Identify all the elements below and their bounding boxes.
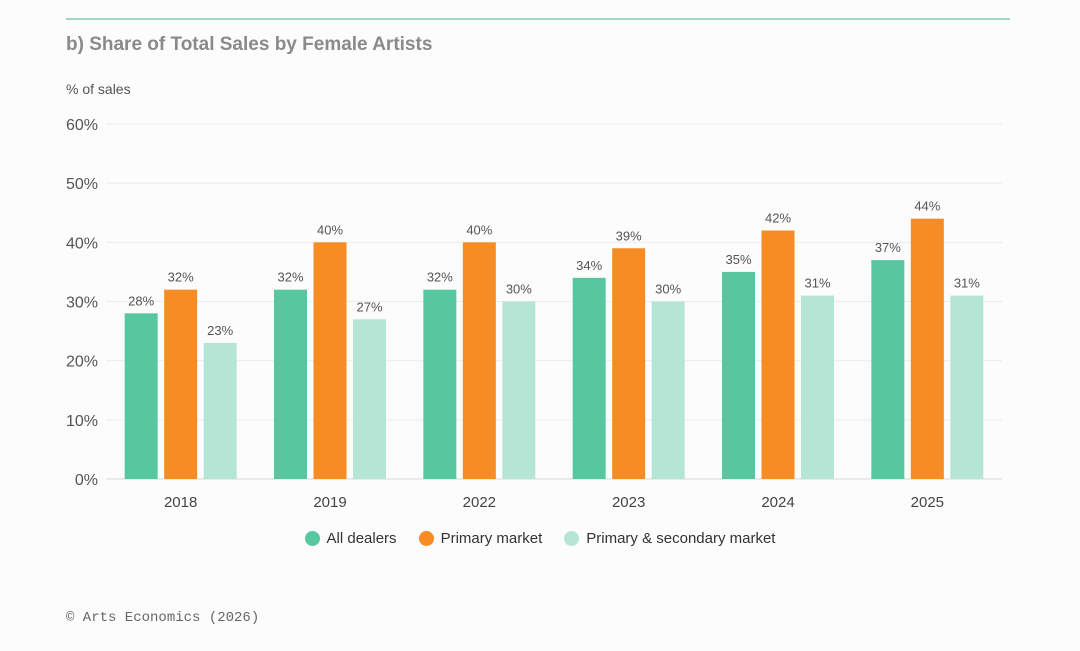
legend-label: Primary & secondary market: [586, 530, 776, 547]
data-label: 35%: [725, 252, 751, 267]
bar: [572, 277, 606, 479]
legend-item-primary-market: Primary market: [418, 530, 543, 547]
bar: [950, 295, 984, 479]
data-label: 40%: [466, 222, 492, 237]
data-label: 30%: [506, 282, 532, 297]
data-label: 44%: [914, 199, 940, 214]
y-axis-label: % of sales: [66, 81, 131, 97]
bar: [274, 289, 307, 479]
y-tick-label: 50%: [66, 176, 98, 193]
bar: [502, 301, 536, 479]
data-label: 42%: [765, 211, 791, 226]
y-tick-label: 40%: [66, 235, 98, 252]
data-label: 27%: [356, 299, 382, 314]
data-label: 40%: [317, 222, 343, 237]
bar: [871, 260, 905, 479]
data-label: 28%: [128, 293, 154, 308]
data-label: 32%: [168, 270, 194, 285]
bar: [761, 230, 795, 479]
bar: [203, 342, 237, 479]
bar: [612, 248, 646, 479]
chart-title: b) Share of Total Sales by Female Artist…: [66, 34, 433, 55]
data-label: 34%: [576, 258, 602, 273]
data-label: 30%: [655, 282, 681, 297]
bar: [651, 301, 685, 479]
bar: [164, 289, 198, 479]
data-label: 37%: [875, 240, 901, 255]
legend-label: Primary market: [440, 530, 543, 547]
bar: [801, 295, 834, 479]
bar: [353, 319, 386, 479]
bar: [910, 218, 944, 479]
legend-swatch-primary-market: [418, 531, 434, 546]
data-label: 32%: [427, 270, 453, 285]
x-tick-label: 2022: [463, 494, 496, 511]
x-tick-label: 2019: [313, 494, 346, 511]
legend-swatch-all-dealers: [304, 531, 320, 546]
legend-item-all-dealers: All dealers: [304, 530, 397, 547]
x-tick-label: 2025: [911, 494, 944, 511]
bar: [313, 242, 347, 479]
bar: [423, 289, 457, 479]
data-label: 32%: [277, 270, 303, 285]
copyright-footer: © Arts Economics (2026): [66, 610, 260, 626]
bar: [124, 313, 158, 479]
legend-swatch-primary-secondary-market: [564, 531, 580, 546]
data-label: 39%: [616, 228, 642, 243]
legend-item-primary-secondary-market: Primary & secondary market: [564, 530, 775, 547]
data-label: 31%: [954, 276, 980, 291]
legend: All dealers Primary market Primary & sec…: [0, 530, 1080, 547]
bar: [462, 242, 496, 479]
y-tick-label: 0%: [75, 472, 98, 489]
data-label: 23%: [207, 323, 233, 338]
top-rule: [66, 18, 1010, 20]
bar: [722, 271, 755, 479]
y-tick-label: 20%: [66, 354, 98, 371]
y-tick-label: 10%: [66, 413, 98, 430]
x-tick-label: 2023: [612, 494, 645, 511]
legend-label: All dealers: [326, 530, 397, 547]
x-tick-label: 2024: [761, 494, 794, 511]
y-tick-label: 60%: [66, 117, 98, 134]
x-tick-label: 2018: [164, 494, 197, 511]
data-label: 31%: [804, 276, 830, 291]
y-tick-label: 30%: [66, 295, 98, 312]
